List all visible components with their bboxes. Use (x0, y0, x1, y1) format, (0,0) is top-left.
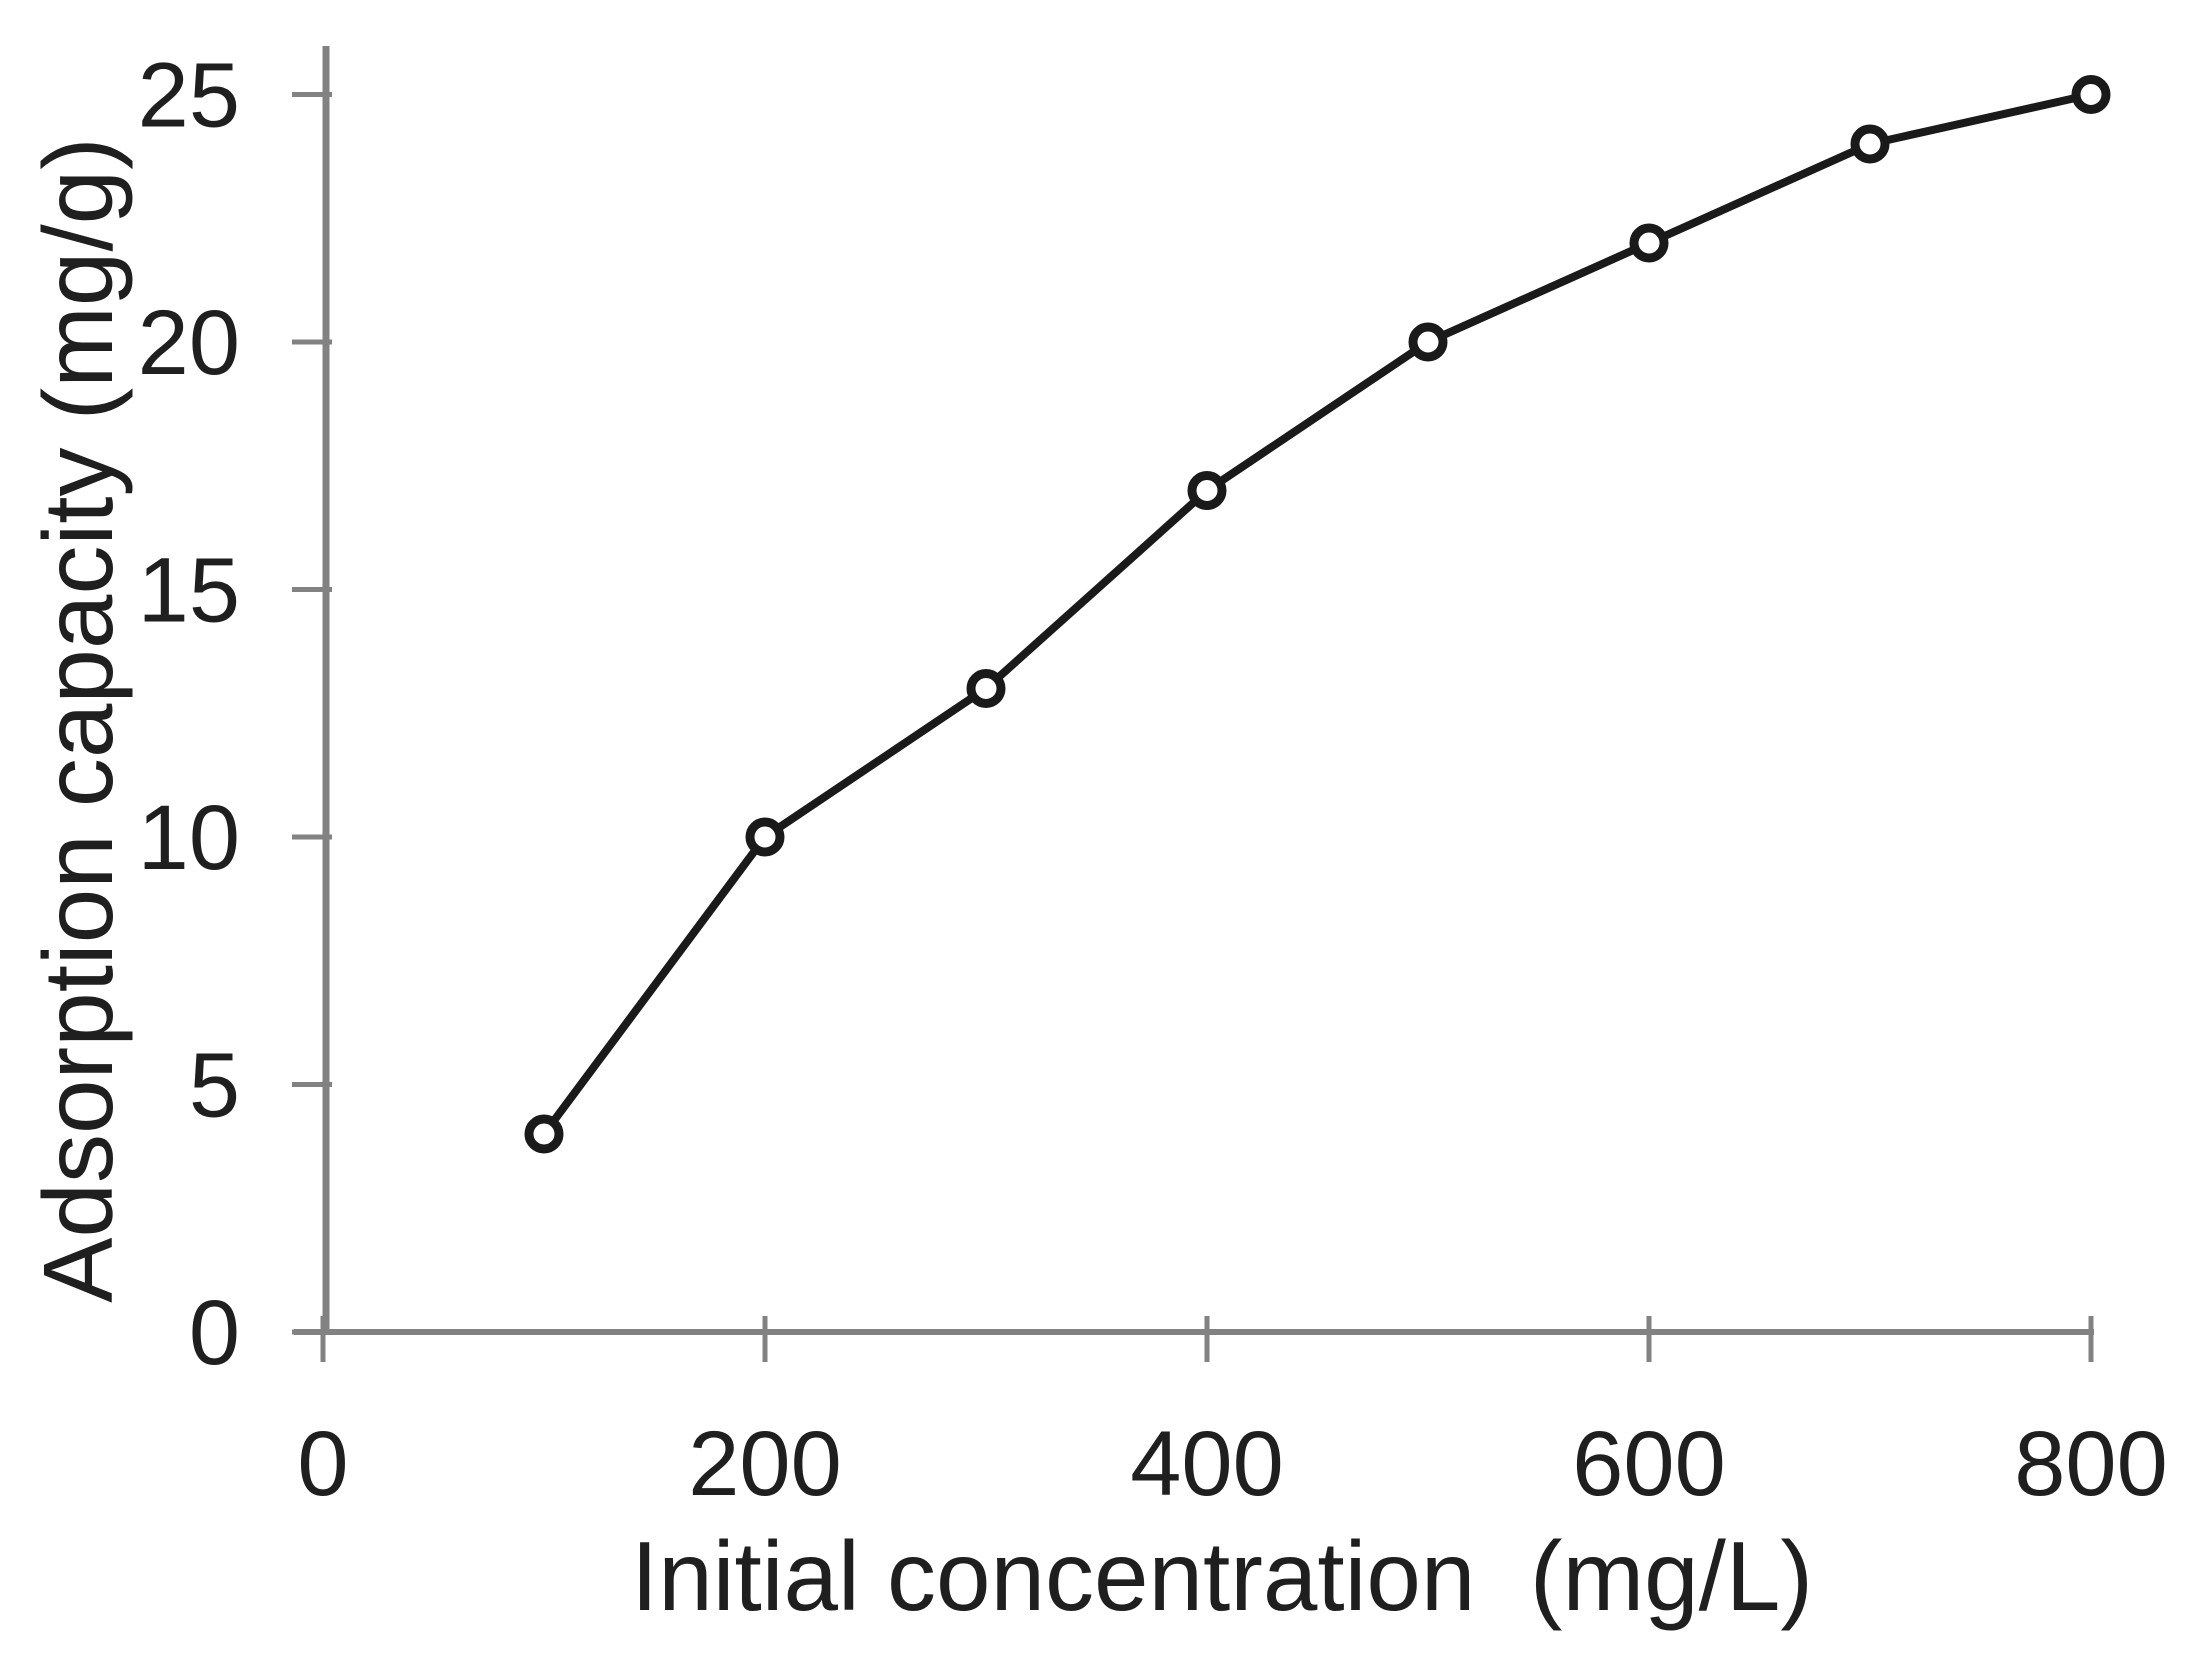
y-tick-label: 0 (189, 1282, 240, 1384)
y-axis: 0 5 10 15 20 25 (138, 45, 332, 1385)
x-tick-label: 600 (1572, 1413, 1726, 1515)
y-tick-label: 15 (138, 540, 240, 642)
y-tick-label: 10 (138, 787, 240, 889)
data-point-marker (1408, 322, 1448, 362)
data-point-marker (2071, 75, 2111, 114)
x-tick-label: 200 (688, 1413, 842, 1515)
data-point-marker (1629, 223, 1669, 263)
data-point-marker (524, 1114, 564, 1154)
x-ticks (320, 1316, 2094, 1362)
data-points (524, 75, 2111, 1154)
y-tick-label: 20 (138, 292, 240, 394)
y-tick-label: 5 (189, 1035, 240, 1137)
x-tick-label: 0 (297, 1413, 348, 1515)
y-ticks (292, 92, 332, 1335)
x-tick-labels: 0 200 400 600 800 (297, 1413, 2167, 1515)
x-tick-label: 800 (2014, 1413, 2168, 1515)
data-line (540, 90, 2095, 1138)
x-tick-label: 400 (1130, 1413, 1284, 1515)
y-tick-label: 25 (138, 45, 240, 147)
x-axis-title: Initial concentration (mg/L) (631, 1521, 1813, 1631)
y-tick-labels: 0 5 10 15 20 25 (138, 45, 240, 1385)
data-point-marker (1187, 471, 1227, 510)
data-point-marker (966, 669, 1006, 708)
y-axis-title: Adsorption capacity (mg/g) (23, 137, 133, 1303)
data-point-marker (745, 817, 785, 857)
x-axis: 0 200 400 600 800 (294, 1316, 2168, 1515)
data-point-marker (1850, 124, 1890, 164)
